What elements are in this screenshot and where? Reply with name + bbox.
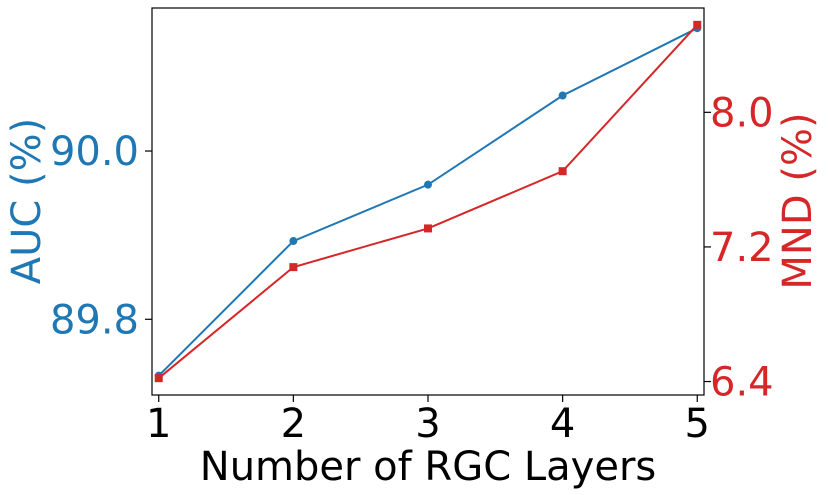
mnd-point-2 — [289, 263, 298, 272]
mnd-point-5 — [693, 20, 702, 29]
x-axis-ticks: 1 2 3 4 5 — [146, 395, 710, 447]
left-axis-label: AUC (%) — [4, 118, 50, 285]
left-axis-ticks: 89.8 90.0 — [50, 129, 152, 343]
left-tick-label-1: 90.0 — [50, 129, 139, 175]
series-lines — [158, 24, 699, 379]
left-tick-label-0: 89.8 — [50, 297, 139, 343]
mnd-series-line — [158, 24, 699, 379]
auc-series-line — [158, 27, 698, 377]
right-tick-label-0: 6.4 — [710, 360, 774, 406]
x-tick-label-1: 1 — [146, 401, 171, 447]
auc-point-4 — [558, 91, 567, 100]
x-tick-label-2: 2 — [281, 401, 306, 447]
mnd-point-3 — [424, 224, 432, 233]
x-tick-label-3: 3 — [415, 401, 440, 447]
right-tick-label-1: 7.2 — [710, 225, 774, 271]
auc-point-2 — [289, 237, 298, 246]
x-tick-label-4: 4 — [550, 401, 575, 447]
mnd-point-4 — [558, 167, 567, 176]
auc-point-3 — [424, 180, 432, 189]
mnd-point-1 — [154, 374, 163, 383]
right-axis-ticks: 6.4 7.2 8.0 — [704, 90, 774, 406]
right-tick-label-2: 8.0 — [710, 90, 774, 136]
x-axis-label: Number of RGC Layers — [200, 444, 656, 490]
series-markers — [154, 20, 702, 383]
x-tick-label-5: 5 — [685, 401, 710, 447]
right-axis-label: MND (%) — [775, 112, 821, 289]
